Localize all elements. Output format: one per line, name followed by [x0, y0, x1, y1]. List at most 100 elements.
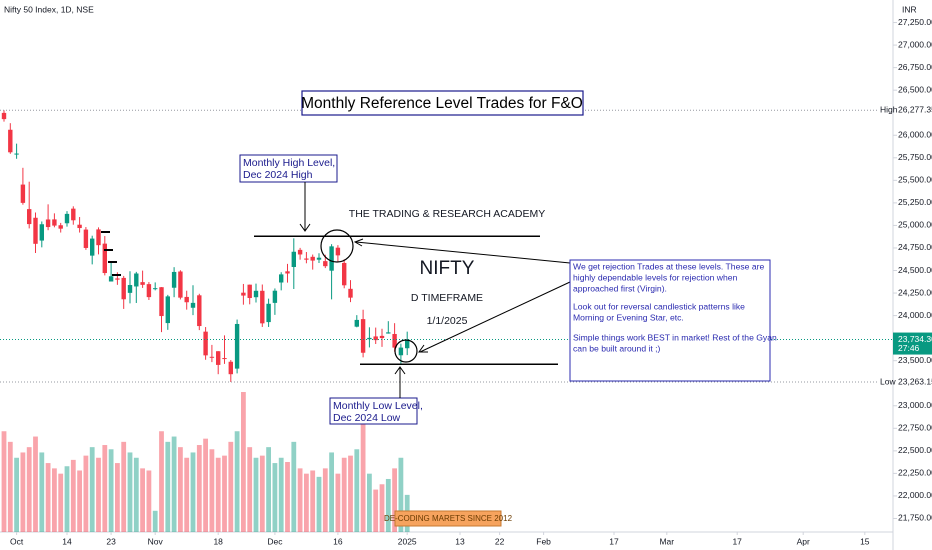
candle-body: [27, 209, 32, 225]
candle-body: [348, 288, 353, 298]
candle-body: [216, 351, 221, 365]
candle-body: [71, 208, 76, 221]
volume-bar: [1, 431, 7, 532]
candle-body: [405, 339, 410, 349]
candle-body: [58, 225, 63, 229]
note-line: highly dependable levels for rejection w…: [573, 272, 738, 282]
candle-body: [39, 224, 44, 241]
candle-body: [285, 271, 290, 274]
candle-body: [386, 332, 391, 334]
marker-value: 26,277.35: [898, 104, 932, 114]
volume-bar: [341, 457, 347, 532]
candle-body: [171, 271, 177, 288]
countdown-label: 27:46: [898, 343, 920, 353]
candle-body: [102, 243, 107, 274]
watermark-box: [394, 510, 502, 527]
y-tick-label: 25,000.00: [898, 220, 932, 230]
volume-bar: [398, 457, 404, 532]
volume-bar: [304, 473, 309, 532]
volume-bar: [285, 462, 290, 532]
volume-bar: [297, 468, 303, 532]
candle-body: [209, 356, 215, 358]
candle-body: [379, 335, 385, 339]
note-line: Simple things work BEST in market! Rest …: [573, 332, 777, 342]
academy-label: THE TRADING & RESEARCH ACADEMY: [349, 208, 545, 220]
volume-bar: [335, 473, 341, 532]
candle-body: [266, 303, 271, 323]
candle-body: [197, 295, 202, 327]
y-tick-label: 26,500.00: [898, 84, 932, 94]
candle-body: [83, 229, 89, 248]
candle-body: [247, 284, 252, 299]
title-box: [301, 90, 584, 116]
y-tick-label: 23,500.00: [898, 355, 932, 365]
volume-bar: [102, 445, 108, 532]
volume-bar: [45, 463, 51, 532]
volume-bar: [234, 431, 240, 532]
note-line: We get rejection Trades at these levels.…: [573, 261, 764, 271]
candle-body: [373, 336, 378, 341]
volume-layer: [1, 392, 410, 532]
candle-body: [234, 323, 240, 369]
candle-body: [77, 224, 82, 229]
volume-bar: [83, 455, 89, 532]
x-tick-label: Dec: [267, 536, 283, 546]
high-label-line: Monthly High Level,: [243, 157, 335, 169]
candle-body: [140, 282, 145, 285]
candle-body: [96, 229, 101, 246]
candle-body: [184, 296, 189, 303]
volume-bar: [152, 510, 158, 532]
candle-body: [367, 337, 372, 340]
candle-body: [33, 217, 38, 244]
volume-bar: [20, 452, 26, 532]
marker-name: Low: [880, 376, 896, 386]
last-price-label: 23,734.30: [898, 334, 932, 344]
y-tick-label: 22,750.00: [898, 423, 932, 433]
x-tick-label: 22: [495, 536, 505, 546]
volume-bar: [373, 489, 379, 532]
volume-bar: [159, 431, 164, 532]
y-tick-label: 22,500.00: [898, 445, 932, 455]
volume-bar: [14, 457, 19, 532]
volume-bar: [266, 447, 271, 532]
volume-bar: [241, 392, 246, 532]
candle-body: [316, 257, 322, 260]
candle-body: [392, 333, 397, 348]
y-tick-label: 24,250.00: [898, 287, 932, 297]
arrow-head: [394, 366, 406, 375]
x-tick-label: 15: [860, 536, 870, 546]
x-tick-label: 18: [213, 536, 223, 546]
candle-body: [241, 292, 246, 296]
candle-body: [297, 249, 303, 255]
volume-bar: [171, 436, 177, 532]
x-tick-label: 23: [106, 536, 116, 546]
x-tick-label: 17: [732, 536, 742, 546]
arrow-head: [418, 344, 428, 353]
source-label: Nifty 50 Index, 1D, NSE: [4, 4, 94, 14]
volume-bar: [52, 468, 57, 532]
candle-body: [228, 361, 233, 375]
highlight-circle: [394, 339, 418, 363]
volume-bar: [222, 455, 227, 532]
volume-bar: [121, 441, 127, 532]
volume-bar: [259, 455, 265, 532]
volume-bar: [178, 447, 183, 532]
y-tick-label: 27,000.00: [898, 39, 932, 49]
y-tick-label: 26,750.00: [898, 62, 932, 72]
note-line: Look out for reversal candlestick patter…: [573, 301, 745, 311]
last-price-tag: [893, 332, 932, 355]
candle-body: [335, 247, 341, 256]
volume-bar: [209, 449, 215, 532]
volume-bar: [133, 457, 139, 532]
low-label-line: Dec 2024 Low: [333, 412, 401, 424]
candle-body: [121, 277, 126, 300]
volume-bar: [190, 452, 196, 532]
x-tick-label: Apr: [797, 536, 810, 546]
volume-bar: [70, 459, 76, 532]
candle-body: [260, 290, 265, 324]
volume-bar: [115, 463, 120, 532]
timeframe-label: D TIMEFRAME: [411, 292, 483, 304]
volume-bar: [253, 457, 259, 532]
volume-bar: [228, 441, 234, 532]
